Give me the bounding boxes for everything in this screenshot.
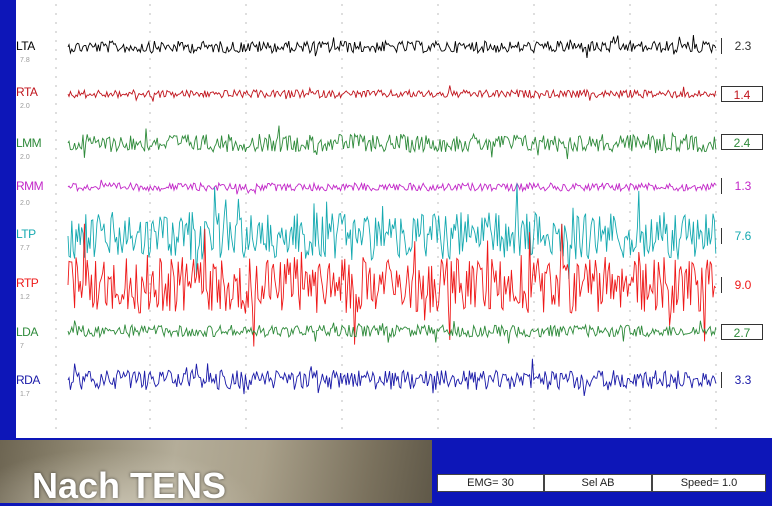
channel-label-rtp: RTP (16, 276, 39, 290)
channel-label-lmm: LMM (16, 136, 42, 150)
channel-sub-lda: 7 (20, 343, 24, 350)
channel-value-lda: 2.7 (721, 324, 763, 340)
status-speed: Speed= 1.0 (652, 474, 766, 492)
channel-value-lta: 2.3 (721, 38, 764, 54)
channel-value-lmm: 2.4 (721, 134, 763, 150)
emg-recording-panel: LTA 7.8 RTA 2.0 LMM 2.0 RMM 2.0 LTP 7.7 … (16, 0, 772, 438)
channel-sub-ltp: 7.7 (20, 245, 30, 252)
status-emg: EMG= 30 (437, 474, 544, 492)
channel-sub-rta: 2.0 (20, 103, 30, 110)
channel-value-rtp: 9.0 (721, 277, 764, 293)
emg-trace-lda (67, 320, 717, 344)
emg-traces (55, 4, 717, 432)
channel-sub-lta: 7.8 (20, 57, 30, 64)
emg-trace-rmm (67, 179, 717, 195)
channel-label-rta: RTA (16, 85, 38, 99)
channel-label-rda: RDA (16, 373, 40, 387)
channel-label-ltp: LTP (16, 227, 36, 241)
channel-label-lda: LDA (16, 325, 38, 339)
channel-value-ltp: 7.6 (721, 228, 764, 244)
channel-value-rda: 3.3 (721, 372, 764, 388)
channel-label-lta: LTA (16, 39, 35, 53)
status-selection: Sel AB (544, 474, 652, 492)
channel-sub-rmm: 2.0 (20, 200, 30, 207)
emg-trace-ltp (67, 183, 717, 280)
channel-value-rmm: 1.3 (721, 178, 764, 194)
channel-sub-lmm: 2.0 (20, 154, 30, 161)
channel-sub-rda: 1.7 (20, 391, 30, 398)
channel-sub-rtp: 1.2 (20, 294, 30, 301)
caption-text: Nach TENS (32, 465, 227, 506)
status-bar: EMG= 30 Sel AB Speed= 1.0 (437, 474, 766, 492)
emg-trace-lmm (67, 125, 717, 160)
photo-background (0, 440, 432, 503)
emg-trace-rda (67, 358, 717, 396)
emg-trace-rtp (67, 223, 717, 347)
emg-trace-lta (67, 34, 717, 59)
channel-label-rmm: RMM (16, 179, 44, 193)
emg-trace-rta (67, 85, 717, 102)
channel-value-rta: 1.4 (721, 86, 763, 102)
